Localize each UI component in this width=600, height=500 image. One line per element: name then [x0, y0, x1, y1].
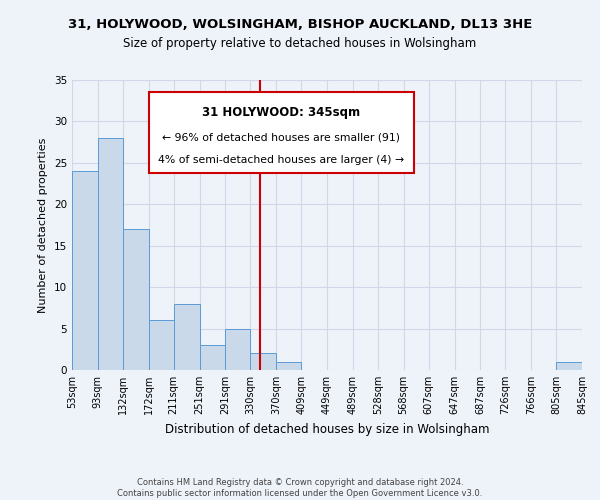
FancyBboxPatch shape [149, 92, 414, 173]
X-axis label: Distribution of detached houses by size in Wolsingham: Distribution of detached houses by size … [165, 422, 489, 436]
Y-axis label: Number of detached properties: Number of detached properties [38, 138, 49, 312]
Text: 4% of semi-detached houses are larger (4) →: 4% of semi-detached houses are larger (4… [158, 156, 404, 166]
Bar [174, 304, 200, 370]
Bar [276, 362, 301, 370]
Bar [123, 229, 149, 370]
Text: Contains HM Land Registry data © Crown copyright and database right 2024.
Contai: Contains HM Land Registry data © Crown c… [118, 478, 482, 498]
Bar [225, 328, 250, 370]
Bar [149, 320, 174, 370]
Text: Size of property relative to detached houses in Wolsingham: Size of property relative to detached ho… [124, 38, 476, 51]
Bar [556, 362, 582, 370]
Text: ← 96% of detached houses are smaller (91): ← 96% of detached houses are smaller (91… [162, 132, 400, 142]
Text: 31 HOLYWOOD: 345sqm: 31 HOLYWOOD: 345sqm [202, 106, 360, 119]
Bar [200, 345, 225, 370]
Bar [250, 354, 276, 370]
Bar [98, 138, 123, 370]
Text: 31, HOLYWOOD, WOLSINGHAM, BISHOP AUCKLAND, DL13 3HE: 31, HOLYWOOD, WOLSINGHAM, BISHOP AUCKLAN… [68, 18, 532, 30]
Bar [72, 171, 98, 370]
